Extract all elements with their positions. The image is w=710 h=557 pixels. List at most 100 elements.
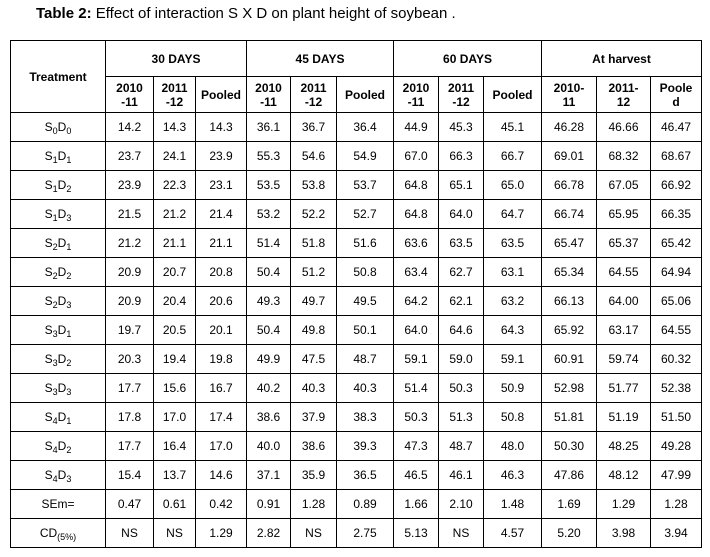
stat-cell: 1.28	[290, 489, 337, 519]
stat-cell: 1.29	[195, 518, 247, 548]
data-cell: 65.42	[649, 228, 703, 258]
sub-header: 2010-11	[393, 76, 439, 113]
table-row: S3D1 19.7 20.5 20.1 50.4 49.8 50.1 64.0 64.6 64.3…	[10, 315, 703, 345]
data-cell: 49.8	[290, 315, 337, 345]
data-cell: 46.66	[596, 112, 651, 142]
data-cell: 50.8	[336, 257, 394, 287]
sub-header: Pooled	[336, 76, 394, 113]
data-cell: 37.9	[290, 402, 337, 432]
treatment-header: Treatment	[10, 40, 106, 113]
stat-cell: 0.89	[336, 489, 394, 519]
data-cell: 15.4	[105, 460, 154, 490]
data-cell: 48.7	[438, 431, 484, 461]
data-cell: 65.1	[438, 170, 484, 200]
treatment-cell: S3D1	[10, 315, 106, 345]
table-row: S1D3 21.5 21.2 21.4 53.2 52.2 52.7 64.8 64.0 64.7…	[10, 199, 703, 229]
treatment-cell: S2D2	[10, 257, 106, 287]
group-header-30-days: 30 DAYS	[105, 40, 247, 77]
data-cell: 64.00	[596, 286, 651, 316]
data-cell: 48.7	[336, 344, 394, 374]
data-cell: 65.92	[541, 315, 597, 345]
sub-header: 2010-11	[246, 76, 291, 113]
data-cell: 14.3	[153, 112, 196, 142]
stat-cell: 4.57	[483, 518, 542, 548]
group-header-at-harvest: At harvest	[540, 40, 703, 77]
sub-header: 2010-11	[541, 76, 597, 113]
data-cell: 49.28	[649, 431, 703, 461]
stat-cell: NS	[105, 518, 154, 548]
data-cell: 66.7	[483, 141, 542, 171]
treatment-cell: S4D1	[10, 402, 106, 432]
stat-cell: 2.10	[438, 489, 484, 519]
data-cell: 37.1	[246, 460, 291, 490]
data-cell: 46.28	[541, 112, 597, 142]
data-cell: 46.47	[649, 112, 703, 142]
data-cell: 65.37	[596, 228, 651, 258]
treatment-cell: S4D3	[10, 460, 106, 490]
data-cell: 17.8	[105, 402, 154, 432]
data-cell: 36.7	[290, 112, 337, 142]
data-cell: 66.3	[438, 141, 484, 171]
data-cell: 64.7	[483, 199, 542, 229]
data-cell: 64.2	[393, 286, 439, 316]
data-cell: 21.1	[195, 228, 247, 258]
data-cell: 63.4	[393, 257, 439, 287]
data-cell: 68.67	[649, 141, 703, 171]
caption-text: Effect of interaction S X D on plant hei…	[91, 5, 456, 22]
data-cell: 60.32	[649, 344, 703, 374]
data-cell: 44.9	[393, 112, 439, 142]
data-cell: 14.6	[195, 460, 247, 490]
sub-header: 2011-12	[438, 76, 484, 113]
plant-height-table: Treatment 30 DAYS 45 DAYS 60 DAYS At har…	[10, 40, 703, 548]
data-cell: 63.6	[393, 228, 439, 258]
stat-cell: 5.13	[393, 518, 439, 548]
stat-cell: 0.42	[195, 489, 247, 519]
stat-cell: 1.29	[596, 489, 651, 519]
data-cell: 65.95	[596, 199, 651, 229]
data-cell: 50.4	[246, 315, 291, 345]
caption-label: Table 2:	[36, 5, 92, 22]
data-cell: 64.3	[483, 315, 542, 345]
data-cell: 19.7	[105, 315, 154, 345]
data-cell: 36.4	[336, 112, 394, 142]
data-cell: 45.1	[483, 112, 542, 142]
treatment-cell: S1D2	[10, 170, 106, 200]
data-cell: 39.3	[336, 431, 394, 461]
data-cell: 63.2	[483, 286, 542, 316]
stat-cell: 2.82	[246, 518, 291, 548]
data-cell: 63.5	[438, 228, 484, 258]
data-cell: 63.17	[596, 315, 651, 345]
table-row: S3D3 17.7 15.6 16.7 40.2 40.3 40.3 51.4 50.3 50.9…	[10, 373, 703, 403]
data-cell: 65.06	[649, 286, 703, 316]
data-cell: 14.2	[105, 112, 154, 142]
data-cell: 20.7	[153, 257, 196, 287]
sub-header: 2011-12	[290, 76, 337, 113]
data-cell: 63.5	[483, 228, 542, 258]
data-cell: 13.7	[153, 460, 196, 490]
stat-cell: NS	[290, 518, 337, 548]
data-cell: 14.3	[195, 112, 247, 142]
data-cell: 16.7	[195, 373, 247, 403]
stat-label: CD(5%)	[10, 518, 106, 548]
data-cell: 17.4	[195, 402, 247, 432]
data-cell: 69.01	[541, 141, 597, 171]
sub-header: Pooled	[195, 76, 247, 113]
data-cell: 53.7	[336, 170, 394, 200]
data-cell: 66.13	[541, 286, 597, 316]
data-cell: 38.3	[336, 402, 394, 432]
table-row: S4D1 17.8 17.0 17.4 38.6 37.9 38.3 50.3 51.3 50.8…	[10, 402, 703, 432]
table-row: S1D1 23.7 24.1 23.9 55.3 54.6 54.9 67.0 66.3 66.7…	[10, 141, 703, 171]
stat-cell: 1.28	[649, 489, 703, 519]
data-cell: 36.5	[336, 460, 394, 490]
table-row: S2D3 20.9 20.4 20.6 49.3 49.7 49.5 64.2 62.1 63.2…	[10, 286, 703, 316]
data-cell: 16.4	[153, 431, 196, 461]
group-header-45-days: 45 DAYS	[246, 40, 394, 77]
data-cell: 51.3	[438, 402, 484, 432]
data-cell: 20.1	[195, 315, 247, 345]
data-cell: 46.5	[393, 460, 439, 490]
table-row: S4D3 15.4 13.7 14.6 37.1 35.9 36.5 46.5 46.1 46.3…	[10, 460, 703, 490]
stat-row: CD(5%) NS NS 1.29 2.82 NS 2.75 5.13 NS 4.57 5.20 3.…	[10, 518, 703, 548]
data-cell: 49.7	[290, 286, 337, 316]
data-cell: 46.1	[438, 460, 484, 490]
data-cell: 66.78	[541, 170, 597, 200]
